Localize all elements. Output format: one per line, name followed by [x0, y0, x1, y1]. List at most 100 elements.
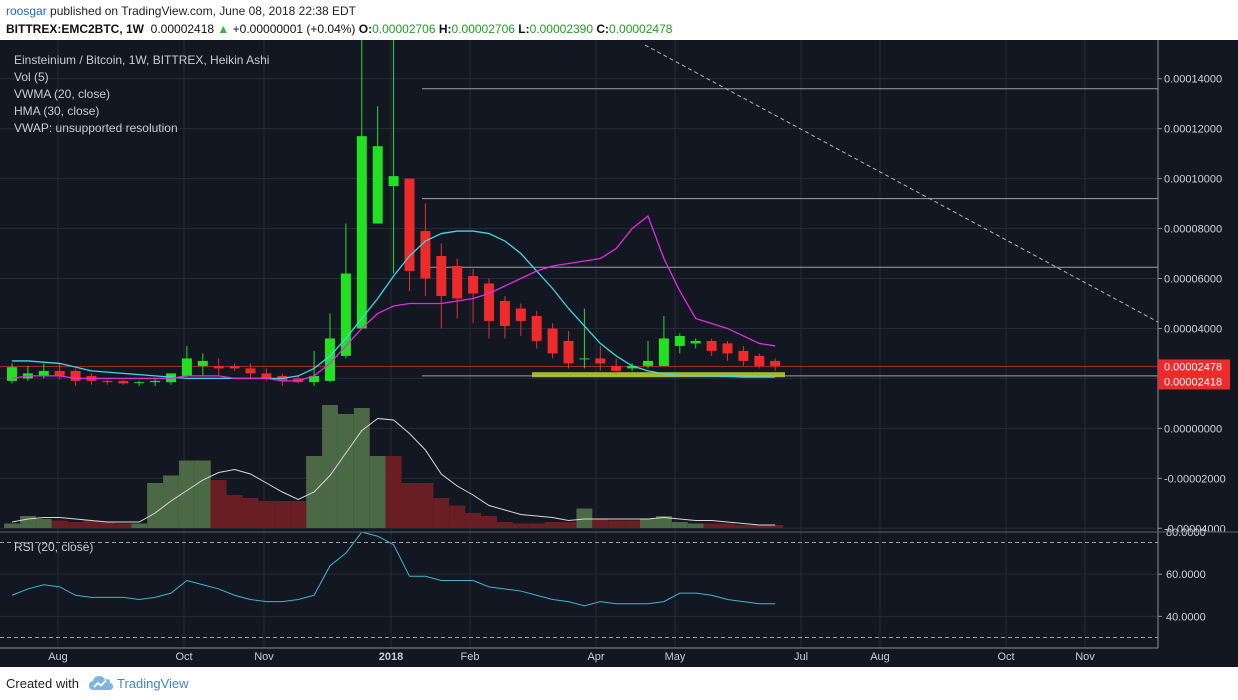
candle-body — [102, 380, 113, 383]
volume-bar — [528, 523, 545, 528]
chart-area[interactable]: 80.0000 60.0000 40.0000 Aug Oct Nov 2018 Feb Ap… — [0, 40, 1238, 667]
price-badge-label: 0.00002478 — [1164, 361, 1222, 373]
legend-vwma: VWMA (20, close) — [14, 87, 110, 101]
x-tick-label: Feb — [461, 651, 480, 663]
high-value: 0.00002706 — [451, 22, 515, 36]
tradingview-cloud-icon[interactable] — [88, 673, 114, 693]
volume-bar — [99, 522, 116, 528]
volume-bar — [624, 520, 641, 528]
volume-bar — [655, 516, 672, 528]
y-tick-label: -0.00004000 — [1164, 523, 1226, 535]
hma-line — [11, 215, 776, 382]
rsi-tick-label: 80.0000 — [1166, 527, 1206, 539]
legend-rsi: RSI (20, close) — [14, 540, 93, 554]
volume-bar — [258, 501, 275, 528]
volume-bar — [131, 523, 148, 528]
change-value: +0.00000001 (+0.04%) — [232, 22, 356, 36]
candle-body — [627, 365, 638, 369]
candle-body — [563, 340, 574, 364]
price-badge — [1158, 359, 1230, 375]
volume-bar — [67, 522, 84, 528]
volume-bar — [242, 498, 259, 528]
volume-bar — [401, 483, 418, 528]
close-value: 0.00002478 — [609, 22, 673, 36]
x-tick-label: Aug — [870, 651, 890, 663]
volume-ma-line — [11, 417, 776, 526]
volume-pane — [4, 405, 784, 528]
volume-bar — [481, 516, 497, 528]
candle-body — [181, 358, 192, 376]
candle-body — [658, 338, 669, 366]
candle-body — [674, 335, 685, 346]
x-tick-label: Oct — [175, 651, 192, 663]
y-tick-label: 0.00006000 — [1164, 274, 1222, 286]
candle-body — [54, 370, 65, 376]
volume-bar — [290, 501, 307, 528]
last-price: 0.00002418 — [150, 22, 215, 36]
volume-bar — [703, 523, 720, 528]
x-tick-label: Nov — [1075, 651, 1095, 663]
rsi-tick-label: 40.0000 — [1166, 611, 1206, 623]
volume-bar — [385, 456, 402, 528]
candle-body — [404, 178, 415, 272]
axes: Aug Oct Nov 2018 Feb Apr May Jul Aug Oct Nov 0.0001… — [0, 40, 1238, 663]
change-up-icon: ▲ — [217, 22, 230, 36]
volume-bar — [322, 405, 338, 528]
candle-body — [579, 358, 590, 360]
volume-bar — [178, 460, 195, 528]
y-tick-label: 0.00008000 — [1164, 224, 1222, 236]
candle-body — [118, 380, 129, 384]
high-label: H: — [438, 22, 452, 36]
volume-bar — [274, 501, 291, 528]
author-link[interactable]: roosgar — [6, 4, 47, 18]
volume-bar — [592, 519, 609, 528]
rsi-tick-label: 60.0000 — [1166, 569, 1206, 581]
candle-body — [499, 300, 510, 326]
candle-body — [468, 276, 479, 294]
close-label: C: — [596, 22, 610, 36]
rsi-line — [11, 531, 776, 607]
volume-bar — [496, 522, 513, 528]
volume-bar — [640, 519, 656, 528]
y-tick-label: 0.00012000 — [1164, 124, 1222, 136]
volume-bar — [4, 523, 20, 528]
candle-body — [738, 350, 749, 361]
volume-bar — [337, 414, 354, 528]
price-badge — [1158, 374, 1230, 390]
volume-bar — [767, 525, 784, 528]
volume-bar — [560, 522, 577, 528]
x-tick-label: Jul — [794, 651, 808, 663]
candle-body — [388, 176, 399, 187]
open-value: 0.00002706 — [372, 22, 436, 36]
volume-bar — [735, 525, 752, 528]
candles — [7, 40, 781, 386]
volume-bar — [19, 516, 36, 528]
rsi-pane: 80.0000 60.0000 40.0000 — [0, 527, 1206, 638]
vwma-line — [12, 230, 776, 380]
candle-body — [531, 315, 542, 341]
candle-body — [722, 343, 733, 354]
volume-bar — [147, 483, 164, 528]
volume-bar — [163, 475, 179, 528]
candle-body — [484, 283, 494, 321]
candle-body — [690, 340, 701, 344]
candle-body — [213, 365, 224, 369]
y-tick-label: 0.00014000 — [1164, 74, 1222, 86]
volume-bar — [226, 495, 243, 528]
tradingview-link[interactable]: TradingView — [117, 676, 189, 691]
price-chart[interactable]: 80.0000 60.0000 40.0000 Aug Oct Nov 2018 Feb Ap… — [0, 40, 1238, 667]
candle-body — [261, 373, 272, 379]
volume-bar — [417, 483, 434, 528]
trend-line[interactable] — [644, 44, 1159, 323]
candle-body — [309, 375, 320, 383]
candle-body — [595, 358, 606, 364]
ohlc-line: BITTREX:EMC2BTC, 1W 0.00002418 ▲ +0.0000… — [6, 22, 672, 36]
volume-bar — [465, 513, 482, 528]
candle-body — [611, 365, 622, 371]
volume-bar — [544, 522, 561, 528]
volume-bar — [687, 523, 704, 528]
volume-bar — [433, 498, 450, 528]
y-tick-label: -0.00002000 — [1164, 473, 1226, 485]
candle-body — [7, 367, 17, 381]
published-text: published on TradingView.com, June 08, 2… — [50, 4, 357, 18]
